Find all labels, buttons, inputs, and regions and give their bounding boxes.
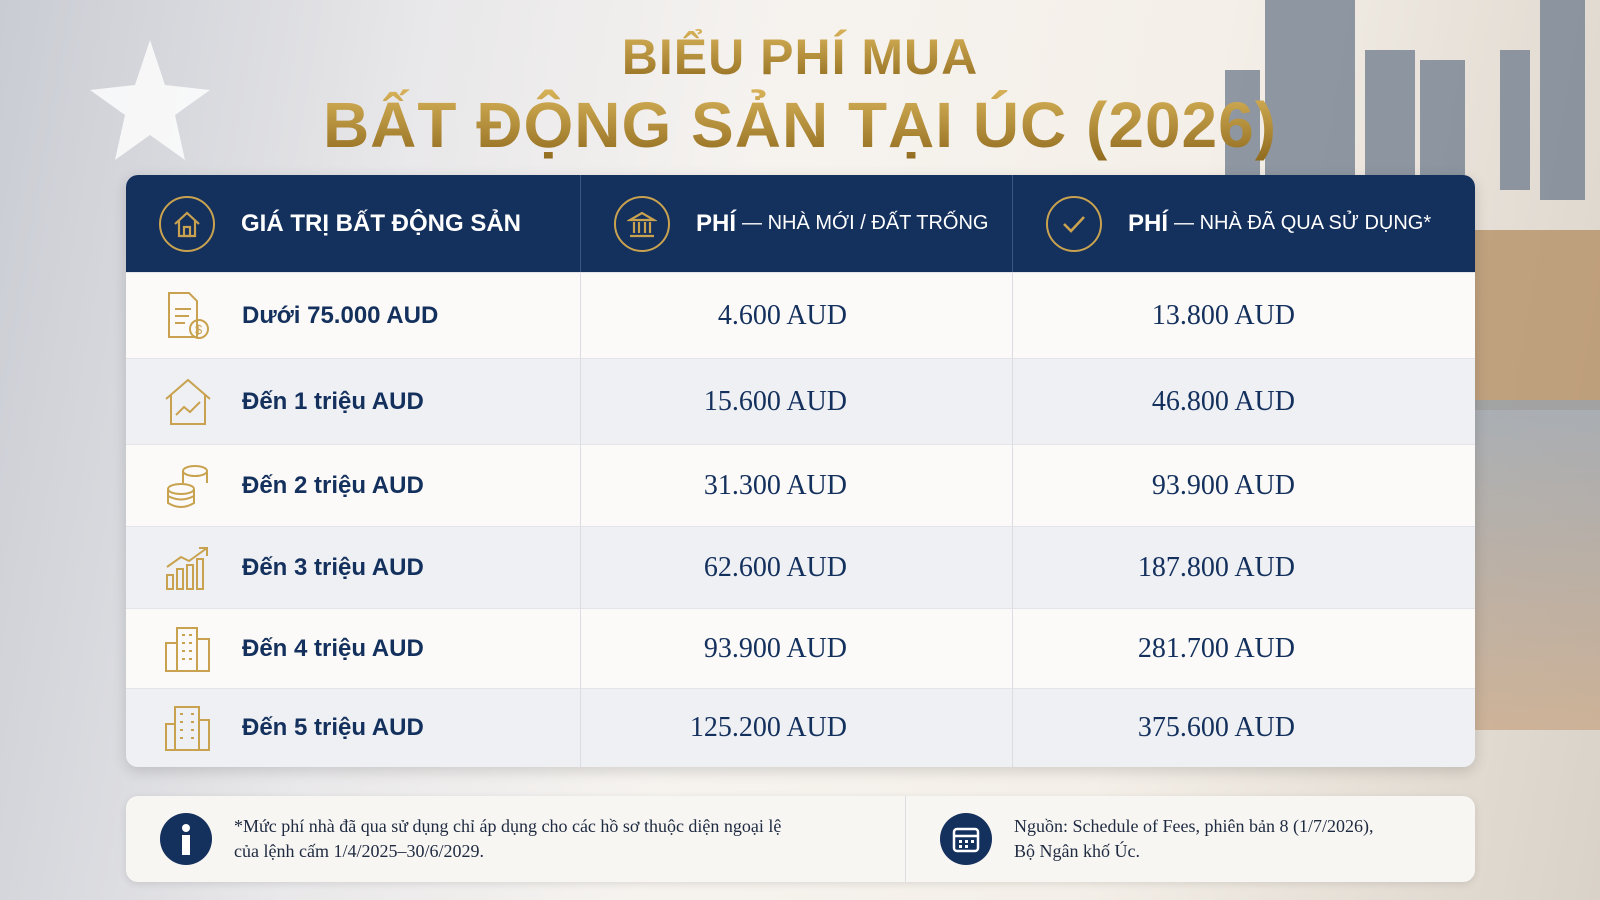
fee-table: GIÁ TRỊ BẤT ĐỘNG SẢN PHÍ — NHÀ MỚI / ĐẤT T… — [126, 175, 1475, 767]
fee-new: 31.300 AUD — [703, 469, 847, 501]
row-icon: $ — [160, 291, 216, 341]
fee-used: 13.800 AUD — [1151, 299, 1295, 331]
header-main: GIÁ TRỊ BẤT ĐỘNG SẢN — [241, 209, 521, 237]
fee-new-cell: 93.900 AUD — [581, 608, 1013, 688]
title-line-1: BIỂU PHÍ MUA — [0, 28, 1600, 86]
header-sub: — NHÀ ĐÃ QUA SỬ DỤNG* — [1174, 212, 1432, 234]
fee-new-cell: 62.600 AUD — [581, 526, 1013, 608]
row-icon — [160, 463, 216, 509]
range-cell: $ Dưới 75.000 AUD — [126, 272, 581, 358]
header-cell: GIÁ TRỊ BẤT ĐỘNG SẢN — [126, 175, 581, 272]
fee-used-cell: 46.800 AUD — [1013, 358, 1475, 444]
header-cell: PHÍ — NHÀ ĐÃ QUA SỬ DỤNG* — [1013, 175, 1475, 272]
range-cell: Đến 4 triệu AUD — [126, 608, 581, 688]
fee-used: 46.800 AUD — [1151, 385, 1295, 417]
fee-new: 125.200 AUD — [689, 712, 847, 743]
range-cell: Đến 5 triệu AUD — [126, 688, 581, 767]
bridge — [1475, 230, 1600, 410]
fee-used: 281.700 AUD — [1137, 632, 1295, 664]
range-label: Đến 1 triệu AUD — [242, 387, 424, 415]
footnote-line: của lệnh cấm 1/4/2025–30/6/2029. — [234, 841, 484, 861]
table-row: Đến 3 triệu AUD 62.600 AUD 187.800 AUD — [126, 526, 1475, 608]
header-icon — [159, 195, 215, 252]
title-line-2: BẤT ĐỘNG SẢN TẠI ÚC (2026) — [0, 88, 1600, 162]
fee-new-cell: 125.200 AUD — [581, 688, 1013, 767]
range-label: Đến 5 triệu AUD — [242, 714, 424, 741]
fee-used-cell: 375.600 AUD — [1013, 688, 1475, 767]
header-main: PHÍ — [696, 209, 737, 237]
range-cell: Đến 2 triệu AUD — [126, 444, 581, 526]
table-row: Đến 5 triệu AUD 125.200 AUD 375.600 AUD — [126, 688, 1475, 767]
header-cell: PHÍ — NHÀ MỚI / ĐẤT TRỐNG — [581, 175, 1013, 272]
range-cell: Đến 1 triệu AUD — [126, 358, 581, 444]
fee-used-cell: 187.800 AUD — [1013, 526, 1475, 608]
calendar-icon — [940, 813, 992, 865]
river — [1475, 400, 1600, 730]
row-icon — [160, 625, 216, 673]
row-icon — [160, 704, 216, 752]
header-icon — [1046, 195, 1102, 252]
fee-used: 375.600 AUD — [1137, 712, 1295, 743]
fee-new: 15.600 AUD — [703, 385, 847, 417]
table-row: Đến 4 triệu AUD 93.900 AUD 281.700 AUD — [126, 608, 1475, 688]
fee-used: 187.800 AUD — [1137, 551, 1295, 583]
svg-text:$: $ — [195, 322, 203, 337]
range-label: Đến 2 triệu AUD — [242, 471, 424, 499]
range-label: Đến 3 triệu AUD — [242, 553, 424, 581]
fee-new-cell: 4.600 AUD — [581, 272, 1013, 358]
info-icon — [160, 813, 212, 865]
table-row: Đến 1 triệu AUD 15.600 AUD 46.800 AUD — [126, 358, 1475, 444]
header-icon — [614, 195, 670, 252]
fee-new: 93.900 AUD — [703, 632, 847, 664]
city-skyline — [1225, 0, 1585, 200]
fee-used-cell: 93.900 AUD — [1013, 444, 1475, 526]
table-row: $ Dưới 75.000 AUD 4.600 AUD 13.800 AUD — [126, 272, 1475, 358]
star-decoration — [90, 40, 210, 160]
row-icon — [160, 377, 216, 427]
fee-new: 62.600 AUD — [703, 551, 847, 583]
header-sub: — NHÀ MỚI / ĐẤT TRỐNG — [742, 212, 989, 234]
source-line: Bộ Ngân khố Úc. — [1014, 841, 1140, 861]
footnote-box: *Mức phí nhà đã qua sử dụng chỉ áp dụng … — [126, 796, 906, 882]
source-line: Nguồn: Schedule of Fees, phiên bản 8 (1/… — [1014, 816, 1374, 836]
range-label: Đến 4 triệu AUD — [242, 634, 424, 662]
header-main: PHÍ — [1128, 209, 1169, 237]
fee-used-cell: 281.700 AUD — [1013, 608, 1475, 688]
range-cell: Đến 3 triệu AUD — [126, 526, 581, 608]
fee-used-cell: 13.800 AUD — [1013, 272, 1475, 358]
notes: *Mức phí nhà đã qua sử dụng chỉ áp dụng … — [126, 796, 1475, 882]
fee-new-cell: 15.600 AUD — [581, 358, 1013, 444]
fee-used: 93.900 AUD — [1151, 469, 1295, 501]
source: Nguồn: Schedule of Fees, phiên bản 8 (1/… — [1014, 814, 1373, 864]
row-icon — [160, 545, 216, 591]
fee-new-cell: 31.300 AUD — [581, 444, 1013, 526]
footnote: *Mức phí nhà đã qua sử dụng chỉ áp dụng … — [234, 814, 781, 864]
table-row: Đến 2 triệu AUD 31.300 AUD 93.900 AUD — [126, 444, 1475, 526]
header-row: GIÁ TRỊ BẤT ĐỘNG SẢN PHÍ — NHÀ MỚI / ĐẤT T… — [126, 175, 1475, 272]
range-label: Dưới 75.000 AUD — [242, 301, 439, 329]
fee-new: 4.600 AUD — [717, 299, 847, 331]
source-box: Nguồn: Schedule of Fees, phiên bản 8 (1/… — [906, 796, 1475, 882]
footnote-line: *Mức phí nhà đã qua sử dụng chỉ áp dụng … — [234, 816, 782, 836]
table-body: $ Dưới 75.000 AUD 4.600 AUD 13.800 AUD Đến 1… — [126, 272, 1475, 767]
